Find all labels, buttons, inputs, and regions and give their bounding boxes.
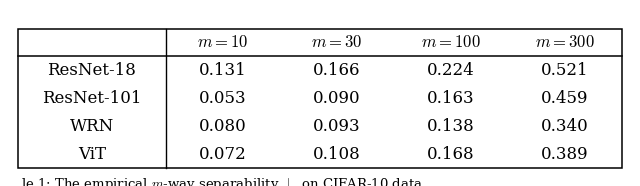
Text: 0.053: 0.053 (199, 90, 247, 107)
Text: le 1: The empirical $m$-way separability $\downarrow$  on CIFAR-10 data: le 1: The empirical $m$-way separability… (21, 176, 423, 186)
Text: $m = 10$: $m = 10$ (197, 34, 248, 51)
Text: $m = 30$: $m = 30$ (311, 34, 363, 51)
Text: 0.138: 0.138 (427, 118, 475, 135)
Text: 0.163: 0.163 (428, 90, 475, 107)
Text: 0.168: 0.168 (428, 146, 475, 163)
Text: 0.072: 0.072 (199, 146, 247, 163)
Text: 0.131: 0.131 (199, 62, 247, 78)
Text: ViT: ViT (78, 146, 106, 163)
Text: 0.093: 0.093 (313, 118, 361, 135)
Text: 0.080: 0.080 (199, 118, 247, 135)
Text: 0.108: 0.108 (313, 146, 361, 163)
Text: ResNet-18: ResNet-18 (47, 62, 136, 78)
Text: 0.166: 0.166 (313, 62, 361, 78)
Text: 0.090: 0.090 (313, 90, 361, 107)
Text: 0.340: 0.340 (541, 118, 589, 135)
Text: WRN: WRN (70, 118, 114, 135)
Text: $m = 300$: $m = 300$ (535, 34, 595, 51)
Text: $m = 100$: $m = 100$ (421, 34, 481, 51)
Text: 0.521: 0.521 (541, 62, 589, 78)
Text: 0.459: 0.459 (541, 90, 589, 107)
Text: 0.389: 0.389 (541, 146, 589, 163)
Text: ResNet-101: ResNet-101 (42, 90, 141, 107)
FancyBboxPatch shape (18, 29, 622, 168)
Text: 0.224: 0.224 (427, 62, 475, 78)
